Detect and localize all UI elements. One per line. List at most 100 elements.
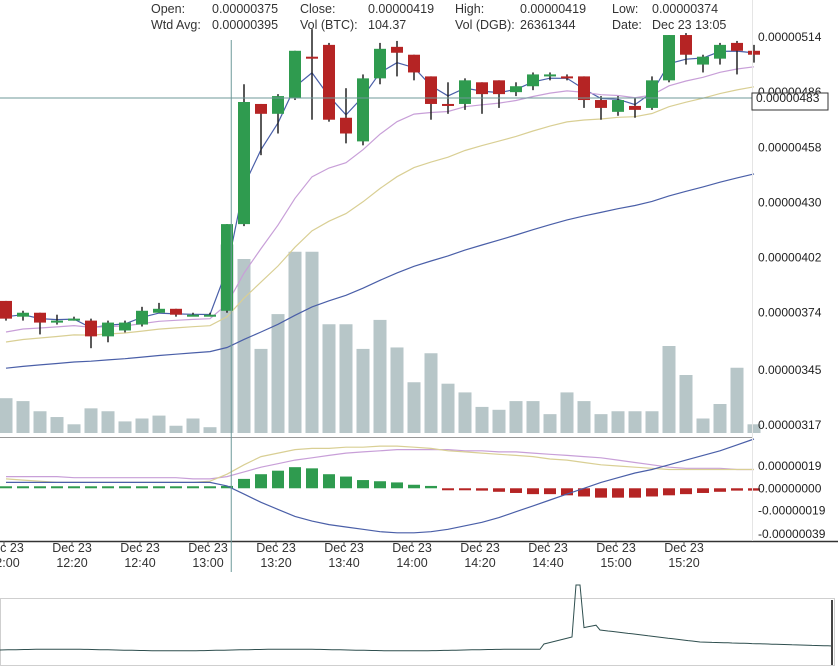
macd-histogram-bar xyxy=(629,488,641,498)
candle-body xyxy=(238,101,250,225)
volume-bar xyxy=(50,417,64,433)
price-tick-label: 0.00000402 xyxy=(758,251,822,265)
candle xyxy=(0,300,12,321)
ema-slow-line xyxy=(5,86,755,343)
time-tick-date: Dec 23 xyxy=(664,541,704,555)
candle xyxy=(289,50,301,101)
volbtc-label: Vol (BTC): xyxy=(300,18,358,32)
volume-bar xyxy=(441,383,455,433)
volume-bar xyxy=(271,314,285,433)
volume-bar xyxy=(254,348,268,433)
voldgb-value: 26361344 xyxy=(520,18,576,32)
candle xyxy=(629,98,641,118)
time-tick-time: 12:40 xyxy=(124,556,155,570)
candle xyxy=(187,312,199,317)
candle xyxy=(119,320,131,333)
volume-bar xyxy=(288,251,302,433)
wtdavg-value: 0.00000395 xyxy=(212,18,278,32)
candle xyxy=(85,318,97,349)
volume-bar xyxy=(101,411,115,433)
volume-bar xyxy=(67,424,81,433)
volume-bar xyxy=(339,324,353,433)
voldgb-label: Vol (DGB): xyxy=(455,18,515,32)
candle-body xyxy=(629,105,641,110)
volume-bar xyxy=(747,424,761,433)
candle-body xyxy=(595,100,607,108)
volume-bar xyxy=(577,401,591,433)
volume-bar xyxy=(135,418,149,433)
candle-body xyxy=(17,312,29,317)
time-tick-date: Dec 23 xyxy=(392,541,432,555)
candle-body xyxy=(102,322,114,337)
candle-body xyxy=(697,56,709,65)
macd-histogram-bar xyxy=(170,486,182,489)
candle-body xyxy=(663,35,675,81)
volume-bar xyxy=(509,401,523,433)
candle xyxy=(272,94,284,134)
macd-histogram-bar xyxy=(544,488,556,495)
volume-bar xyxy=(152,415,166,433)
high-value: 0.00000419 xyxy=(520,2,586,16)
volume-bar xyxy=(713,404,727,433)
volume-bar xyxy=(543,414,557,433)
macd-histogram-bar xyxy=(391,482,403,489)
candlesticks[interactable] xyxy=(0,29,760,349)
volume-bar xyxy=(696,418,710,433)
price-axis-labels: 0.000005140.000004860.000004580.00000430… xyxy=(758,30,826,541)
candle xyxy=(561,74,573,81)
macd-histogram-bar xyxy=(374,481,386,489)
volume-bar xyxy=(475,406,489,433)
candle-body xyxy=(561,76,573,79)
candle xyxy=(510,82,522,97)
macd-histogram-bar xyxy=(578,488,590,497)
candle-body xyxy=(68,318,80,321)
candle-body xyxy=(731,42,743,51)
navigator[interactable] xyxy=(0,584,835,666)
candle xyxy=(408,54,420,81)
volume-bar xyxy=(33,411,47,433)
volume-bar xyxy=(84,408,98,433)
date-value: Dec 23 13:05 xyxy=(652,18,726,32)
candle xyxy=(51,314,63,325)
time-tick-time: 12:00 xyxy=(0,556,20,570)
volume-bar xyxy=(356,348,370,433)
macd-histogram-bar xyxy=(442,488,454,491)
volume-bar xyxy=(407,382,421,433)
candle xyxy=(323,42,335,122)
candle-body xyxy=(612,100,624,112)
macd-histogram-bar xyxy=(323,474,335,489)
macd-histogram-bar xyxy=(476,488,488,491)
volume-bar xyxy=(679,375,693,433)
volume-bar xyxy=(492,409,506,433)
volume-bar xyxy=(186,418,200,433)
low-value: 0.00000374 xyxy=(652,2,718,16)
time-tick-date: Dec 23 xyxy=(256,541,296,555)
low-label: Low: xyxy=(612,2,638,16)
candle-body xyxy=(408,54,420,73)
candle xyxy=(646,76,658,110)
time-tick-time: 12:20 xyxy=(56,556,87,570)
candle-body xyxy=(136,310,148,325)
macd-histogram-bar xyxy=(85,486,97,489)
macd-histogram-bar xyxy=(238,478,250,489)
volume-bar xyxy=(662,346,676,433)
macd-histogram-bar xyxy=(748,488,760,491)
volume-bar xyxy=(611,411,625,433)
price-tick-label: 0.00000458 xyxy=(758,140,822,154)
macd-histogram-bar xyxy=(119,486,131,489)
macd-histogram-bar xyxy=(697,488,709,493)
candle xyxy=(255,103,267,156)
macd-histogram-bar xyxy=(204,486,216,489)
macd-histogram-bar xyxy=(646,488,658,497)
time-tick-time: 13:40 xyxy=(328,556,359,570)
macd-histogram-bar xyxy=(136,486,148,489)
candle-body xyxy=(340,117,352,134)
price-tick-label: 0.00000374 xyxy=(758,306,822,320)
volume-bar xyxy=(373,319,387,433)
time-tick-date: Dec 23 xyxy=(52,541,92,555)
candle-body xyxy=(476,82,488,95)
candle xyxy=(357,74,369,146)
candle xyxy=(238,84,250,227)
candle-body xyxy=(578,76,590,101)
